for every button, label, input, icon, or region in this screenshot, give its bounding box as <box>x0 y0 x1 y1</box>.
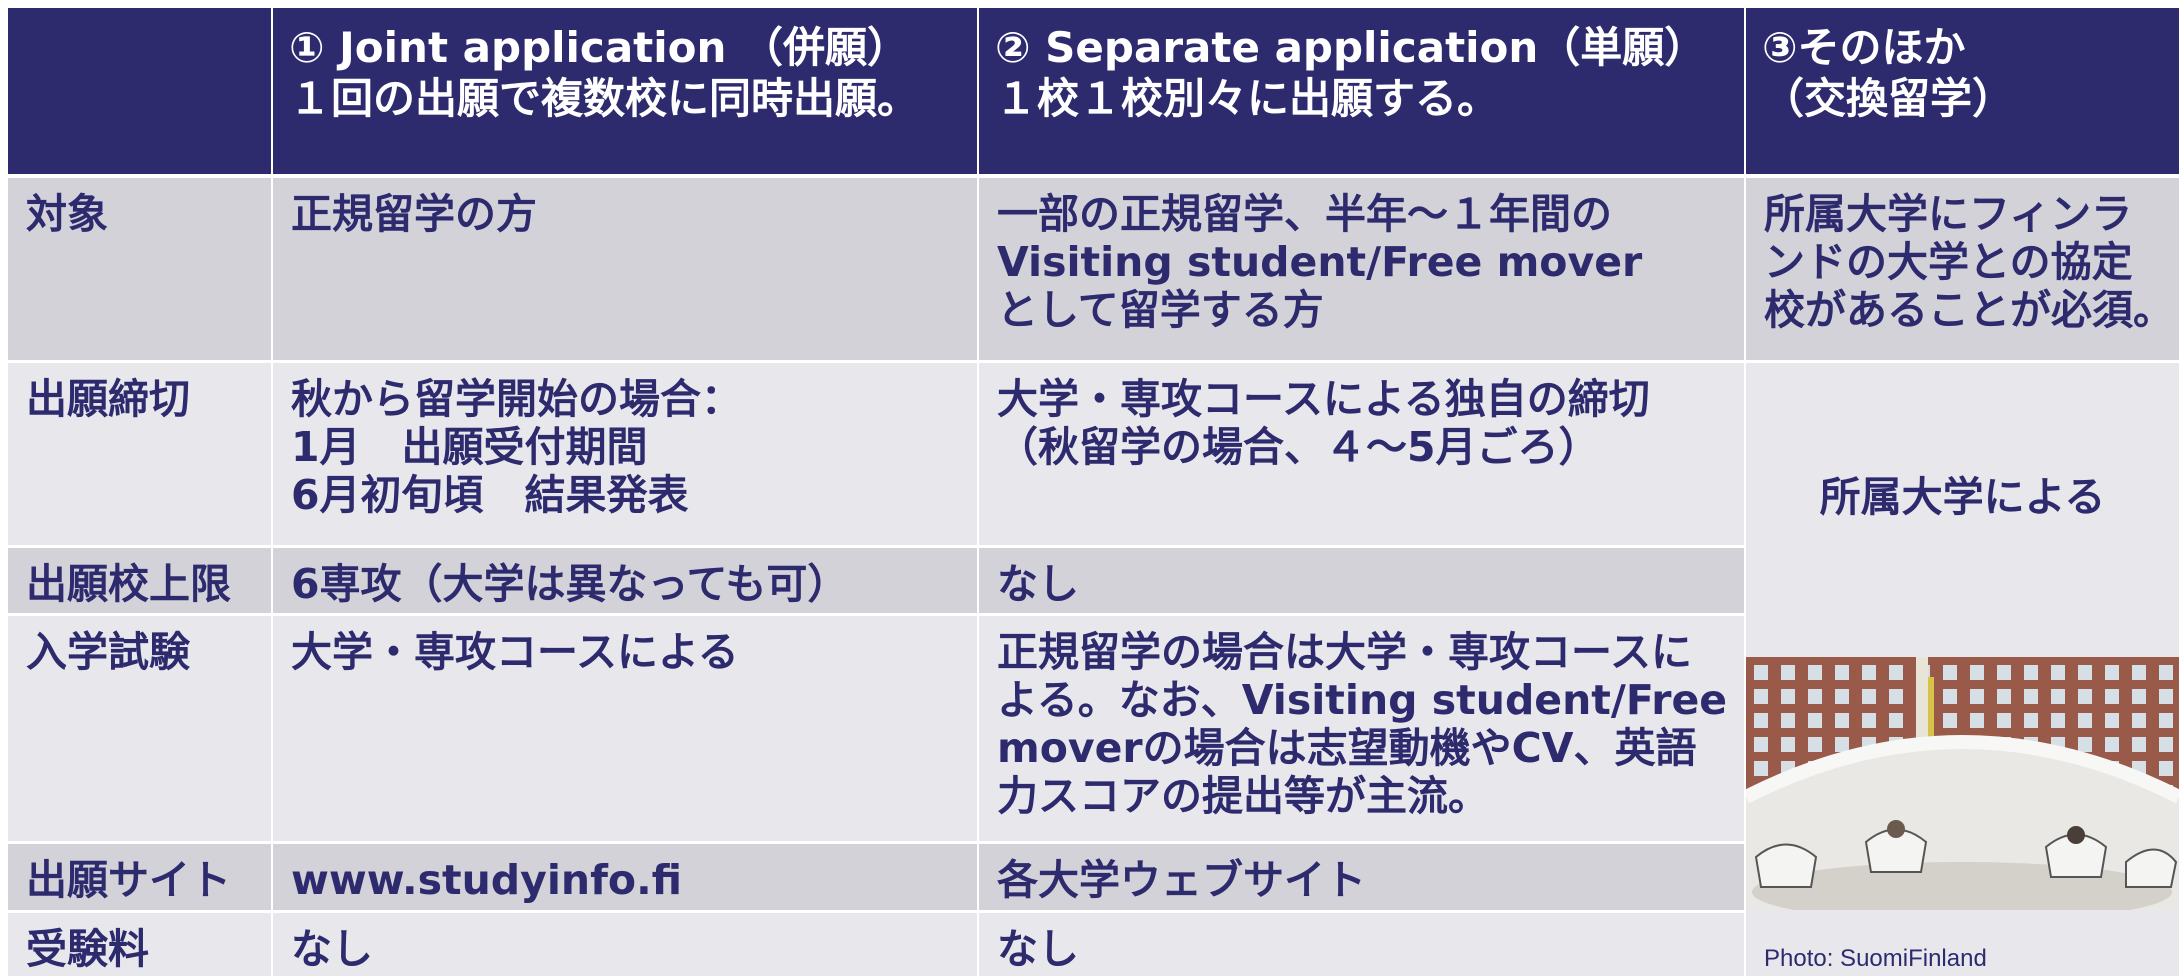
header-cell: ② Separate application（単願） １校１校別々に出願する。 <box>979 8 1744 174</box>
table-cell: 大学・専攻コースによる <box>273 616 977 841</box>
cell-text: 力スコアの提出等が主流。 <box>997 772 1489 820</box>
cell-text: 正規留学の方 <box>291 190 537 238</box>
cell-text: （秋留学の場合、４〜5月ごろ） <box>997 423 1600 471</box>
table-cell: なし <box>979 548 1744 613</box>
header-corner <box>8 8 271 174</box>
row-label: 出願締切 <box>8 363 271 545</box>
cell-text: 秋から留学開始の場合： <box>291 375 742 423</box>
cell-text: 大学・専攻コースによる独自の締切 <box>997 375 1650 423</box>
cell-text: ンドの大学との協定 <box>1764 238 2133 286</box>
cell-text: 各大学ウェブサイト <box>997 856 1366 904</box>
exchange-note: 所属大学による <box>1819 473 2106 521</box>
cell-text: 6専攻（大学は異なっても可） <box>291 560 849 608</box>
table-cell: 正規留学の方 <box>273 178 977 360</box>
header-cell: ① Joint application （併願） １回の出願で複数校に同時出願。 <box>273 8 977 174</box>
cell-text: 所属大学にフィンラ <box>1764 190 2133 238</box>
photo <box>1746 657 2179 910</box>
cell-text: 一部の正規留学、半年〜１年間の <box>997 190 1612 238</box>
table-cell: 一部の正規留学、半年〜１年間の Visiting student/Free mov… <box>979 178 1744 360</box>
cell-text: 1月 出願受付期間 <box>291 423 648 471</box>
photo-credit: Photo: SuomiFinland <box>1764 945 1987 972</box>
cell-text: ① Joint application （併願） <box>289 23 910 72</box>
cell-text: なし <box>997 925 1079 973</box>
cell-text: として留学する方 <box>997 286 1324 334</box>
table-cell: 正規留学の場合は大学・専攻コースに よる。なお、Visiting student/… <box>979 616 1744 841</box>
cell-text: 入学試験 <box>26 628 190 676</box>
row-label: 出願校上限 <box>8 548 271 613</box>
cell-text: ② Separate application（単願） <box>995 23 1707 72</box>
cell-text: 大学・専攻コースによる <box>291 628 739 676</box>
row-label: 対象 <box>8 178 271 360</box>
cell-text: ③そのほか <box>1762 23 1966 72</box>
cell-text: 6月初旬頃 結果発表 <box>291 471 689 519</box>
row-label: 入学試験 <box>8 616 271 841</box>
table-cell: www.studyinfo.fi <box>273 844 977 910</box>
cell-text: （交換留学） <box>1762 74 2015 123</box>
cell-text: Visiting student/Free mover <box>997 238 1643 286</box>
cell-text: よる。なお、Visiting student/Free <box>997 676 1728 724</box>
table-cell: 各大学ウェブサイト <box>979 844 1744 910</box>
cell-text: 校があることが必須。 <box>1764 286 2174 334</box>
cell-text: 受験料 <box>26 925 149 973</box>
table-cell: なし <box>273 913 977 976</box>
row-label: 出願サイト <box>8 844 271 910</box>
header-cell: ③そのほか （交換留学） <box>1746 8 2179 174</box>
cell-text: 対象 <box>26 190 108 238</box>
table-cell: 所属大学にフィンラ ンドの大学との協定 校があることが必須。 <box>1746 178 2179 360</box>
cell-text: なし <box>997 560 1079 608</box>
cell-text: 出願校上限 <box>26 560 231 608</box>
table-cell: 大学・専攻コースによる独自の締切 （秋留学の場合、４〜5月ごろ） <box>979 363 1744 545</box>
cell-text: １校１校別々に出願する。 <box>995 74 1500 123</box>
cell-text: 正規留学の場合は大学・専攻コースに <box>997 628 1692 676</box>
table-cell: 秋から留学開始の場合： 1月 出願受付期間 6月初旬頃 結果発表 <box>273 363 977 545</box>
cell-text: １回の出願で複数校に同時出願。 <box>289 74 920 123</box>
cell-text: www.studyinfo.fi <box>291 856 683 904</box>
table-cell: なし <box>979 913 1744 976</box>
cell-text: 出願サイト <box>26 856 231 904</box>
row-label: 受験料 <box>8 913 271 976</box>
table-cell: 6専攻（大学は異なっても可） <box>273 548 977 613</box>
merged-cell: 所属大学による Photo: SuomiFinland <box>1746 363 2179 976</box>
cell-text: 出願締切 <box>26 375 190 423</box>
cell-text: なし <box>291 925 373 973</box>
cell-text: moverの場合は志望動機やCV、英語 <box>997 724 1697 772</box>
